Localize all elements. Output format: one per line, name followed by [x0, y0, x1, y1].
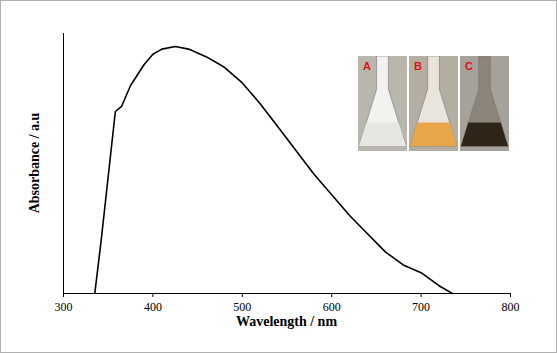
svg-text:600: 600 — [323, 300, 341, 314]
html-text:Wavelength / nm: Wavelength / nm — [235, 314, 338, 329]
svg-text:A: A — [363, 60, 371, 72]
svg-text:C: C — [465, 60, 473, 72]
svg-text:700: 700 — [412, 300, 430, 314]
svg-text:400: 400 — [144, 300, 162, 314]
svg-text:B: B — [414, 60, 422, 72]
svg-text:800: 800 — [502, 300, 520, 314]
svg-text:500: 500 — [233, 300, 251, 314]
html-text:Absorbance / a.u: Absorbance / a.u — [27, 112, 42, 214]
svg-text:300: 300 — [55, 300, 73, 314]
